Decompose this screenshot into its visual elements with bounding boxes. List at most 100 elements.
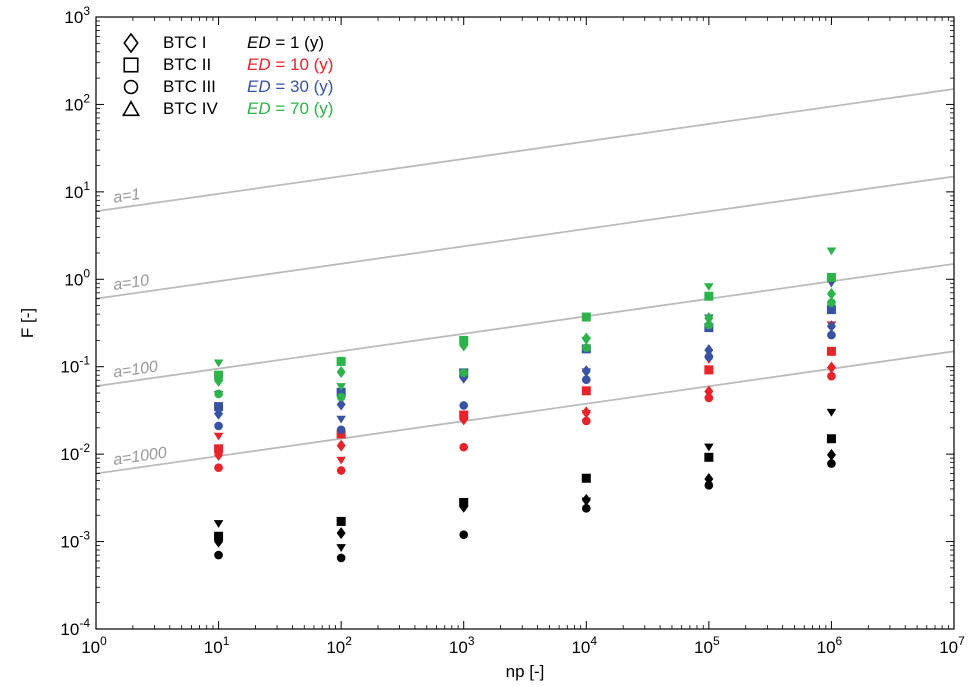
data-point	[704, 320, 714, 330]
data-point	[336, 425, 346, 435]
x-tick-label: 103	[449, 634, 475, 657]
x-tick-label: 101	[204, 634, 230, 657]
data-point	[581, 473, 591, 483]
data-point	[826, 320, 836, 333]
y-tick-base: 10	[60, 620, 79, 639]
legend-ed-equals: =	[271, 55, 290, 74]
data-point	[704, 283, 714, 292]
data-point	[827, 298, 836, 308]
data-points	[213, 247, 837, 563]
x-tick-base: 10	[81, 638, 100, 657]
data-point	[459, 368, 469, 378]
x-axis-title: np [-]	[506, 662, 545, 681]
y-tick-exponent: -1	[79, 354, 90, 368]
data-point	[826, 272, 836, 282]
data-point	[827, 459, 836, 468]
data-point	[704, 480, 714, 490]
data-point	[459, 401, 469, 410]
legend-series-label: BTC III	[163, 77, 216, 96]
legend-ed-value: 10 (y)	[290, 55, 333, 74]
x-tick-base: 10	[204, 638, 223, 657]
y-tick-exponent: -2	[79, 441, 90, 455]
data-point	[581, 504, 591, 513]
y-tick-exponent: 3	[83, 4, 90, 18]
x-tick-exponent: 1	[223, 634, 230, 648]
x-tick-label: 102	[326, 634, 352, 657]
y-tick-base: 10	[60, 445, 79, 464]
y-tick-base: 10	[60, 533, 79, 552]
y-tick-label: 10-4	[60, 616, 90, 639]
data-point	[214, 550, 223, 560]
y-tick-base: 10	[64, 8, 83, 27]
data-point	[826, 448, 836, 461]
data-point	[827, 330, 836, 340]
data-point	[213, 432, 224, 441]
data-point	[336, 366, 346, 379]
data-point	[826, 247, 837, 256]
data-point	[826, 408, 837, 417]
data-point	[214, 444, 224, 454]
data-point	[336, 553, 346, 563]
data-point	[581, 368, 592, 377]
y-tick-base: 10	[60, 358, 79, 377]
data-point	[214, 389, 223, 399]
x-tick-exponent: 5	[713, 634, 720, 648]
data-point	[581, 312, 591, 322]
legend-ed-prefix: ED	[247, 55, 271, 74]
legend-marker	[121, 100, 141, 117]
legend-ed-label: ED = 10 (y)	[247, 55, 333, 74]
data-point	[458, 336, 469, 345]
data-point	[214, 531, 224, 541]
reference-line	[95, 88, 955, 213]
x-tick-exponent: 0	[100, 634, 107, 648]
data-point	[336, 387, 346, 397]
legend-marker	[123, 79, 139, 95]
reference-line	[95, 262, 955, 388]
data-point	[827, 371, 836, 381]
reference-line	[95, 175, 955, 300]
data-point	[214, 402, 224, 412]
x-axis: 100 101 102 103 104 105 106 107	[81, 17, 965, 657]
data-point	[336, 456, 346, 465]
legend-ed-equals: =	[271, 33, 290, 52]
y-tick-label: 101	[64, 179, 90, 202]
x-tick-label: 107	[939, 634, 965, 657]
y-tick-base: 10	[64, 183, 83, 202]
legend-ed-value: 1 (y)	[290, 33, 324, 52]
reference-line-label: a=100	[112, 358, 159, 381]
legend-ed-prefix: ED	[247, 33, 271, 52]
legend-series-label: BTC II	[163, 55, 211, 74]
data-point	[581, 497, 592, 506]
y-tick-exponent: -4	[79, 616, 90, 630]
legend-ed-prefix: ED	[247, 77, 271, 96]
data-point	[336, 398, 346, 411]
reference-line-label: a=10	[112, 272, 150, 294]
legend-ed-prefix: ED	[247, 99, 271, 118]
data-point	[581, 343, 591, 353]
y-tick-label: 10-3	[60, 529, 90, 552]
x-tick-base: 10	[449, 638, 468, 657]
data-point	[704, 443, 714, 452]
legend-series-label: BTC IV	[163, 99, 218, 118]
data-point	[213, 520, 224, 528]
data-point	[336, 392, 346, 402]
data-point	[826, 434, 836, 444]
data-point	[459, 530, 469, 539]
legend-ed-equals: =	[271, 99, 290, 118]
data-point	[826, 361, 836, 374]
legend-ed-value: 70 (y)	[290, 99, 333, 118]
data-point	[581, 410, 592, 418]
data-point	[704, 365, 714, 375]
data-point	[704, 312, 714, 325]
data-point	[336, 415, 346, 424]
y-tick-label: 10-1	[60, 354, 90, 377]
data-point	[336, 439, 346, 452]
data-point	[826, 287, 836, 300]
data-point	[826, 305, 836, 315]
x-tick-exponent: 4	[590, 634, 597, 648]
x-tick-base: 10	[939, 638, 958, 657]
x-tick-label: 106	[817, 634, 843, 657]
